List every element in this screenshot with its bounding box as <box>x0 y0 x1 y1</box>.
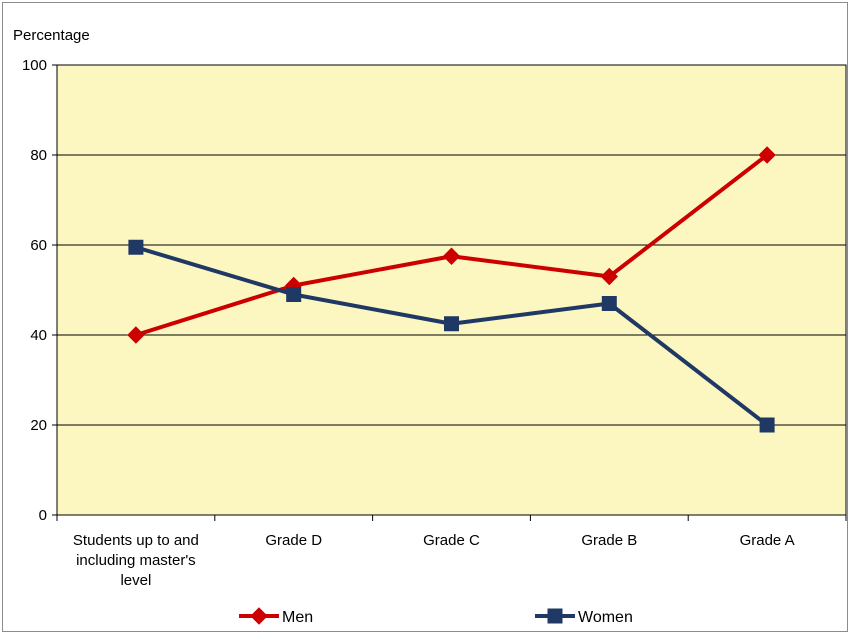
data-point-men-3 <box>600 267 619 286</box>
y-tick-label-80: 80 <box>30 147 47 164</box>
legend-marker-men <box>250 607 268 625</box>
gridlines <box>57 64 846 426</box>
data-point-men-0 <box>127 326 145 344</box>
data-point-women-1 <box>286 287 302 302</box>
x-tick-labels: Students up to and including master's leve… <box>73 532 795 589</box>
y-axis-label: Percentage <box>13 27 90 44</box>
line-chart: 0 20 40 60 80 100 Students up to and including… <box>13 27 847 626</box>
axes <box>52 64 847 521</box>
data-point-men-2 <box>442 247 461 265</box>
data-point-women-2 <box>444 316 459 332</box>
legend-item-women: Women <box>535 608 633 626</box>
x-tick-label-2: Grade C <box>423 532 480 549</box>
series-men <box>127 146 776 344</box>
data-point-women-0 <box>128 239 144 255</box>
series-women <box>128 239 775 433</box>
legend-label-men: Men <box>282 609 313 626</box>
x-tick-label-4: Grade A <box>740 532 795 549</box>
data-point-women-4 <box>759 417 775 433</box>
plot-area <box>56 64 847 516</box>
y-tick-label-20: 20 <box>30 417 47 434</box>
y-tick-label-100: 100 <box>22 57 47 74</box>
x-tick-label-3: Grade B <box>581 532 637 549</box>
legend-label-women: Women <box>578 609 633 626</box>
legend-marker-women <box>547 608 563 624</box>
y-tick-labels: 0 20 40 60 80 100 <box>22 57 47 524</box>
series-group <box>127 146 776 433</box>
legend: Men Women <box>239 607 633 626</box>
y-tick-label-40: 40 <box>30 327 47 344</box>
x-tick-label-1: Grade D <box>265 532 322 549</box>
y-tick-label-0: 0 <box>39 507 47 524</box>
y-tick-label-60: 60 <box>30 237 47 254</box>
legend-item-men: Men <box>239 607 313 626</box>
x-tick-label-0: Students up to and including master's leve… <box>73 532 199 589</box>
data-point-men-4 <box>758 146 776 164</box>
data-point-women-3 <box>601 296 617 311</box>
